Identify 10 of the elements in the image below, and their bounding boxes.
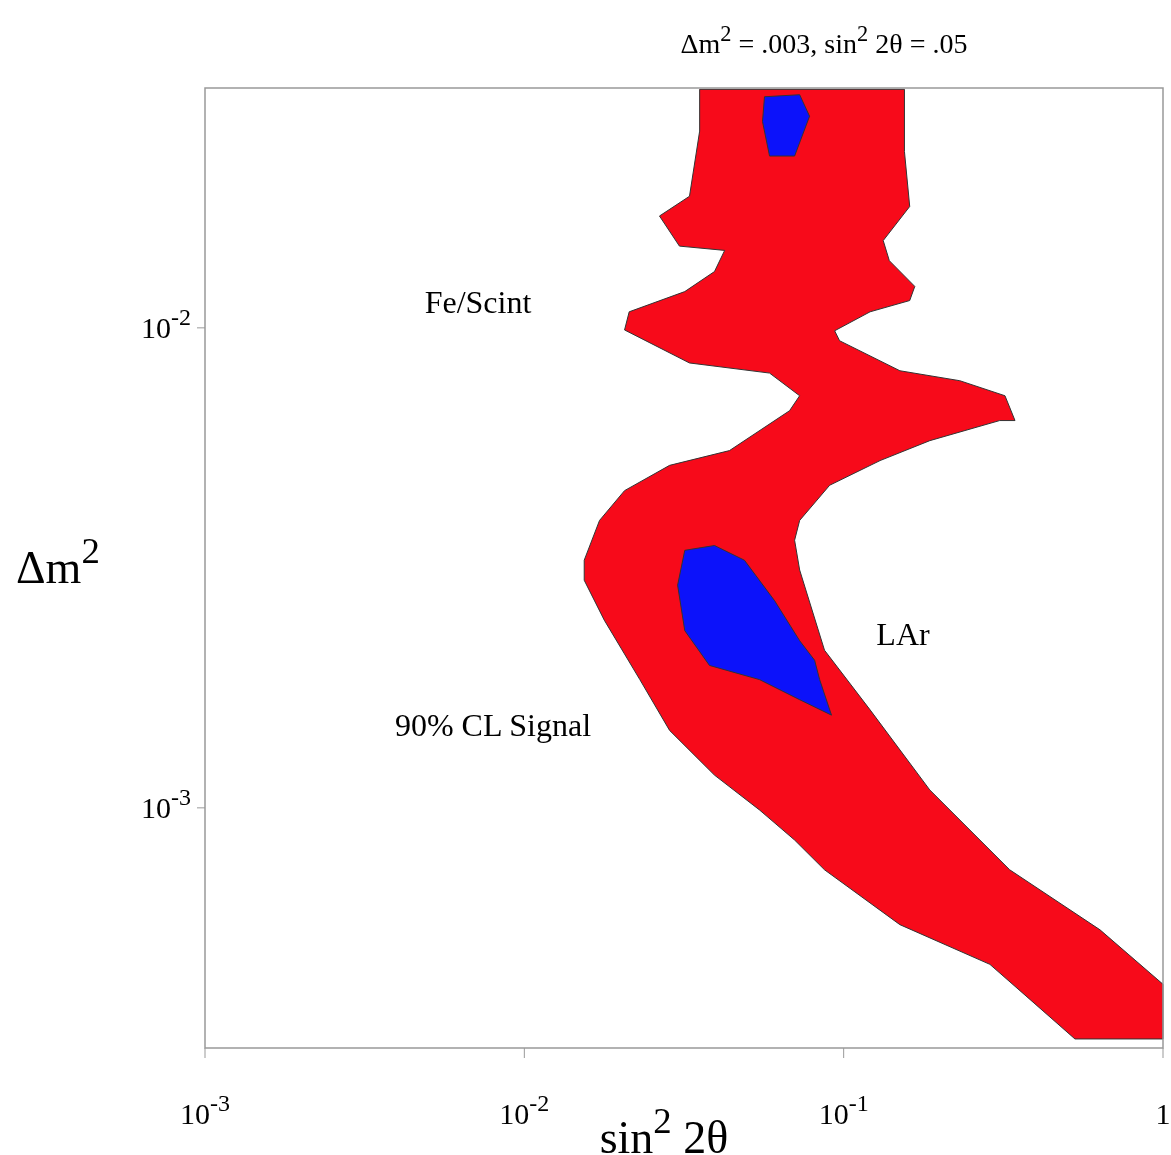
- chart-title: Δm$^{2}$ = .003, sin$^{2}$ 2θ = .05: [680, 20, 968, 59]
- x-tick-label: 10$^{-3}$: [180, 1090, 230, 1130]
- annotation: Fe/Scint: [424, 284, 532, 320]
- x-tick-label: 10$^{-2}$: [499, 1090, 550, 1130]
- annotation: 90% CL Signal: [394, 707, 592, 743]
- y-axis-title: Δm$^{2}$: [16, 529, 100, 593]
- x-tick-label: 10$^{-1}$: [818, 1090, 869, 1130]
- x-axis-title: sin$^{2}$ 2θ: [599, 1099, 729, 1155]
- x-tick-label: 1: [1155, 1097, 1171, 1130]
- annotation: LAr: [876, 616, 930, 652]
